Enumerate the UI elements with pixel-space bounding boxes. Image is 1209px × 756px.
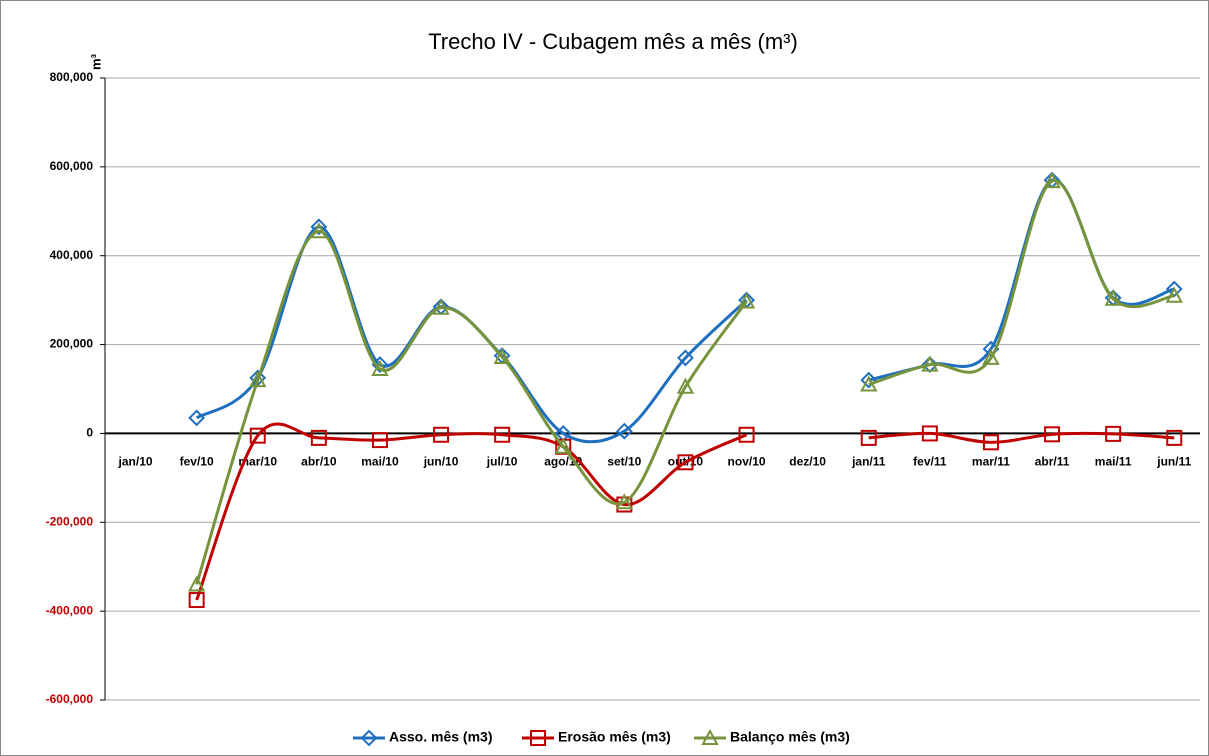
x-tick-label: fev/11	[913, 455, 947, 469]
data-point	[493, 347, 511, 365]
x-tick-label: jun/11	[1156, 455, 1191, 469]
x-tick-label: jun/10	[423, 455, 459, 469]
data-point	[310, 429, 327, 446]
legend-marker	[360, 729, 378, 747]
x-tick-label: fev/10	[180, 455, 214, 469]
data-point	[1043, 171, 1061, 189]
x-tick-label: mai/10	[361, 455, 399, 469]
data-point	[249, 369, 267, 387]
x-tick-label: mai/11	[1095, 455, 1132, 469]
data-point	[921, 425, 938, 442]
data-point	[188, 409, 206, 427]
data-point	[371, 432, 388, 449]
y-tick-label: -200,000	[46, 514, 94, 528]
x-tick-label: dez/10	[789, 455, 826, 469]
y-tick-label: 200,000	[50, 337, 94, 351]
x-tick-label: abr/10	[301, 455, 337, 469]
legend-label: Erosão mês (m3)	[558, 729, 671, 745]
legend-label: Balanço mês (m3)	[730, 729, 850, 745]
data-point	[188, 592, 205, 609]
data-point	[1166, 429, 1183, 446]
data-point	[310, 222, 328, 239]
series-line	[868, 431, 1175, 444]
data-point	[554, 437, 572, 454]
data-point	[982, 434, 999, 451]
data-point	[615, 493, 634, 510]
data-point	[249, 371, 267, 388]
data-point	[310, 218, 328, 236]
data-point	[249, 427, 266, 444]
data-point	[494, 426, 511, 443]
y-tick-label: 0	[86, 426, 93, 440]
x-tick-label: mar/10	[238, 455, 277, 469]
data-point	[615, 422, 633, 440]
y-tick-label: 800,000	[50, 70, 94, 84]
data-point	[921, 355, 939, 372]
x-tick-label: jul/10	[486, 455, 518, 469]
x-tick-label: abr/11	[1035, 455, 1070, 469]
y-tick-label: 400,000	[50, 248, 94, 262]
data-point	[860, 375, 878, 392]
legend-label: Asso. mês (m3)	[389, 729, 492, 745]
x-tick-label: jan/10	[118, 455, 153, 469]
data-point	[737, 292, 756, 309]
series-line	[868, 179, 1175, 386]
data-point	[676, 377, 695, 394]
data-point	[738, 426, 755, 443]
series-line	[195, 422, 748, 601]
data-point	[677, 454, 694, 471]
x-tick-label: mar/11	[972, 455, 1010, 469]
x-tick-label: nov/10	[728, 455, 766, 469]
x-tick-label: jan/11	[851, 455, 886, 469]
data-point	[187, 575, 206, 592]
y-tick-label: -600,000	[46, 692, 94, 706]
data-point	[1104, 289, 1122, 306]
y-tick-label: -400,000	[46, 603, 94, 617]
chart-title: Trecho IV - Cubagem mês a mês (m³)	[428, 29, 798, 54]
data-point	[433, 426, 450, 443]
data-point	[371, 359, 389, 377]
data-point	[860, 429, 877, 446]
data-point	[860, 371, 878, 389]
legend-marker	[701, 728, 719, 745]
data-point	[677, 349, 694, 367]
data-point	[1165, 286, 1183, 303]
legend-marker	[530, 730, 546, 746]
data-point	[982, 348, 1000, 365]
y-axis-label: m³	[88, 53, 103, 70]
data-point	[1044, 426, 1061, 443]
data-point	[432, 298, 450, 315]
x-tick-label: set/10	[607, 455, 641, 469]
y-tick-label: 600,000	[50, 159, 94, 173]
data-point	[1105, 425, 1122, 442]
